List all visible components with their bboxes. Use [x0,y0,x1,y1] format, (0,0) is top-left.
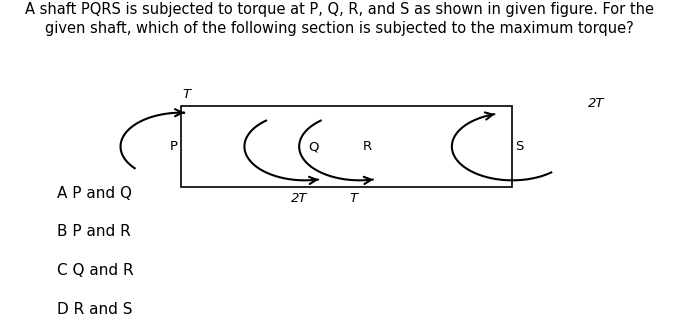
Text: R: R [363,140,371,153]
Text: P: P [170,140,178,153]
Text: 2T: 2T [291,192,308,204]
Text: A P and Q: A P and Q [57,186,132,201]
Text: given shaft, which of the following section is subjected to the maximum torque?: given shaft, which of the following sect… [45,21,634,36]
Text: S: S [515,140,524,153]
Text: D R and S: D R and S [57,302,132,317]
Text: B P and R: B P and R [57,224,131,239]
Bar [181,106,513,187]
Text: C Q and R: C Q and R [57,263,134,278]
Text: Q: Q [308,140,318,153]
Text: T: T [350,192,358,204]
Text: A shaft PQRS is subjected to torque at P, Q, R, and S as shown in given figure. : A shaft PQRS is subjected to torque at P… [25,2,654,17]
Text: T: T [183,89,191,101]
Text: 2T: 2T [587,97,604,109]
